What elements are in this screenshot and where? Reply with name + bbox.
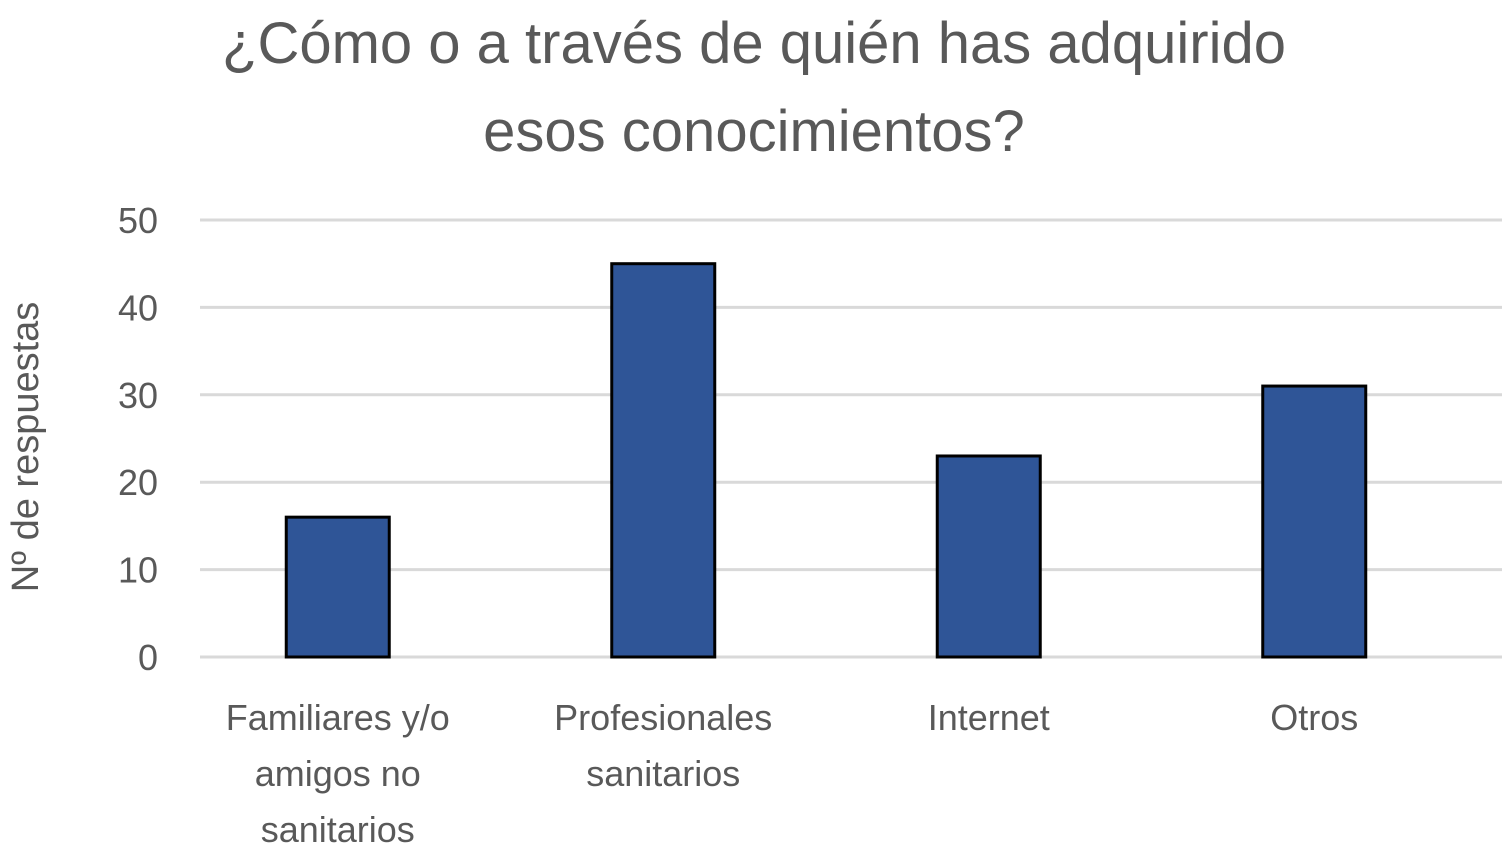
y-tick-labels: 0 10 20 30 40 50 — [118, 200, 158, 678]
bar — [935, 454, 1042, 659]
bars — [284, 262, 1368, 659]
y-axis-title: Nº de respuestas — [5, 302, 47, 593]
x-category-label: amigos no — [255, 753, 421, 794]
y-tick-label: 50 — [118, 200, 158, 241]
x-category-label: Internet — [928, 697, 1050, 738]
x-category-label: Familiares y/o — [226, 697, 450, 738]
x-category-label: Otros — [1270, 697, 1358, 738]
bar — [610, 262, 717, 659]
x-category-label: Profesionales — [554, 697, 772, 738]
y-tick-label: 20 — [118, 462, 158, 503]
y-tick-label: 40 — [118, 287, 158, 328]
y-tick-label: 0 — [138, 637, 158, 678]
x-category-label: sanitarios — [586, 753, 740, 794]
y-tick-label: 30 — [118, 375, 158, 416]
x-category-labels: Familiares y/o amigos no sanitarios Profesi… — [226, 697, 1359, 847]
chart-title: ¿Cómo o a través de quién has adquirido … — [0, 0, 1508, 176]
y-tick-label: 10 — [118, 550, 158, 591]
bar — [1261, 384, 1368, 659]
chart-title-line-1: ¿Cómo o a través de quién has adquirido — [222, 11, 1286, 76]
chart-title-line-2: esos conocimientos? — [483, 99, 1025, 164]
x-category-label: sanitarios — [261, 809, 415, 847]
bar — [284, 515, 391, 659]
